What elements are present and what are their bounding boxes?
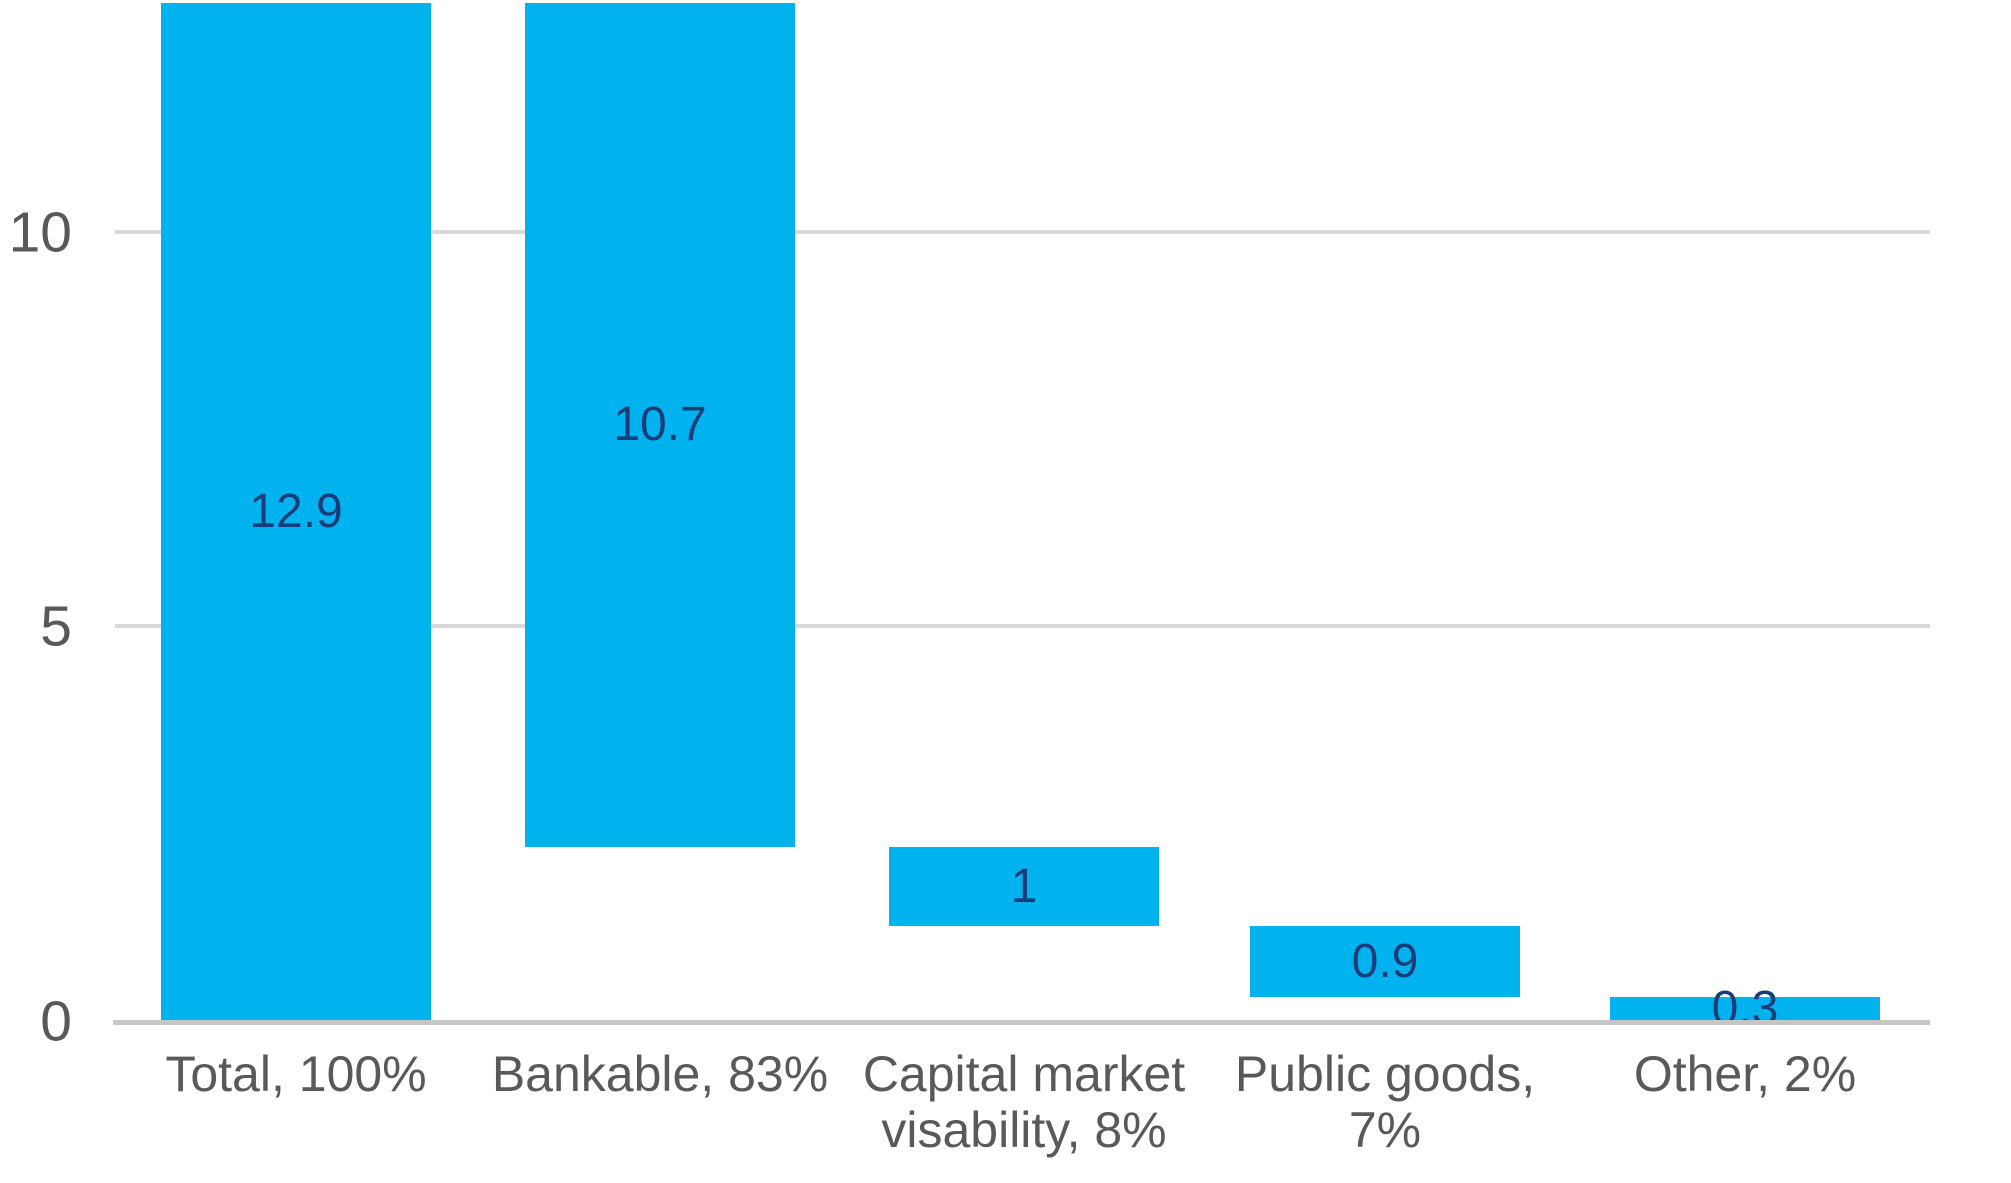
bar-segment: 0.3 bbox=[1610, 985, 1880, 1033]
bar-value-label: 1 bbox=[1010, 859, 1038, 913]
x-axis-category-label: Bankable, 83% bbox=[491, 1046, 829, 1102]
bar-segment: 10.7 bbox=[525, 3, 795, 848]
bar-value-label: 10.7 bbox=[613, 398, 707, 452]
bar-value-label: 12.9 bbox=[249, 485, 343, 539]
x-axis-line bbox=[113, 1020, 1930, 1025]
x-axis-category-label: Other, 2% bbox=[1633, 1046, 1857, 1102]
gridline-y-5 bbox=[115, 624, 1930, 629]
x-axis-category-label: Total, 100% bbox=[165, 1046, 427, 1102]
bar-value-label: 0.3 bbox=[1711, 982, 1779, 1036]
gridline-y-10 bbox=[115, 229, 1930, 234]
bar-value-label: 0.9 bbox=[1351, 934, 1419, 988]
bar-segment: 12.9 bbox=[161, 3, 431, 1021]
x-axis-category-label: Capital market visability, 8% bbox=[862, 1046, 1186, 1158]
bar-segment: 0.9 bbox=[1250, 926, 1520, 998]
y-axis-tick-label: 0 bbox=[40, 989, 72, 1054]
y-axis-tick-label: 10 bbox=[8, 200, 72, 265]
y-axis-tick-label: 5 bbox=[40, 594, 72, 659]
bar-segment: 1 bbox=[889, 847, 1159, 927]
x-axis-category-label: Public goods, 7% bbox=[1234, 1046, 1536, 1158]
